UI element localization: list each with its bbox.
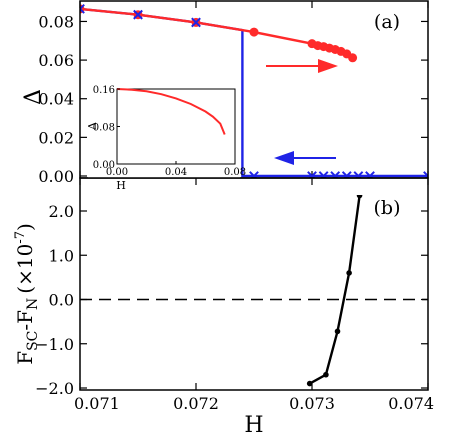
panel-b-label: (b) xyxy=(374,197,401,219)
inset-y-tick-label: 0.16 xyxy=(93,85,115,96)
x-tick-label: 0.072 xyxy=(173,394,219,413)
inset-x-tick-label: 0.00 xyxy=(106,167,128,178)
red-point xyxy=(348,53,358,63)
y-tick-label: 2.0 xyxy=(49,202,74,221)
inset-chart: 0.00 0.04 0.08 0.00 0.08 0.16 H Δ xyxy=(86,82,246,192)
x-axis-label: H xyxy=(244,413,263,438)
blue-x-marker xyxy=(330,171,341,178)
y-tick-label: 1.0 xyxy=(49,246,74,265)
blue-x-marker xyxy=(353,171,364,178)
blue-x-marker xyxy=(307,171,317,178)
y-tick-label: −1.0 xyxy=(35,335,74,354)
inset-x-axis-label: H xyxy=(116,179,126,192)
blue-x-marker xyxy=(365,171,375,178)
energy-point xyxy=(346,270,352,276)
energy-point xyxy=(356,195,363,199)
y-tick-label: 0.02 xyxy=(38,128,74,147)
panel-a-y-axis-label: Δ xyxy=(21,89,46,105)
blue-x-marker xyxy=(249,171,259,178)
blue-x-marker xyxy=(318,171,329,178)
energy-point xyxy=(323,371,329,378)
blue-x-marker xyxy=(191,17,201,28)
y-tick-label: −2.0 xyxy=(35,379,74,398)
y-tick-label: 0.04 xyxy=(38,90,74,109)
panel-b-frame xyxy=(79,177,429,391)
panel-a: 0.000.020.040.060.08 (a) Δ 0.00 0.04 0.080… xyxy=(21,0,429,192)
x-tick-label: 0.073 xyxy=(289,394,335,413)
panel-a-arrows xyxy=(266,59,338,165)
blue-x-marker xyxy=(423,171,428,178)
arrow-left-head xyxy=(274,151,294,165)
panel-a-label: (a) xyxy=(374,11,400,33)
panel-b: −2.0 −1.0 0.0 1.0 2.0 0.071 0.072 0.073 0.074 (b… xyxy=(13,177,434,438)
panel-a-series xyxy=(80,3,428,178)
blue-x-marker xyxy=(341,171,352,178)
blue-x-marker xyxy=(80,3,85,14)
y-tick-label: 0.06 xyxy=(38,51,74,70)
inset-x-tick-label: 0.04 xyxy=(165,167,187,178)
panel-b-y-axis-label: FSC-FN(×10-7) xyxy=(13,223,41,365)
inset-y-axis-label: Δ xyxy=(86,122,99,130)
x-tick-label: 0.074 xyxy=(388,394,434,413)
inset-curve xyxy=(116,88,226,135)
energy-point xyxy=(306,380,313,387)
panel-b-ticks: −2.0 −1.0 0.0 1.0 2.0 0.071 0.072 0.073 0.074 xyxy=(35,178,434,413)
y-tick-label: 0.00 xyxy=(38,167,74,186)
x-tick-label: 0.071 xyxy=(74,394,120,413)
inset-y-tick-label: 0.08 xyxy=(93,123,115,134)
red-point xyxy=(249,27,259,37)
panel-b-series xyxy=(306,195,363,387)
blue-x-marker xyxy=(133,9,143,20)
inset-background xyxy=(88,82,240,178)
inset-y-tick-label: 0.00 xyxy=(93,160,115,171)
panel-a-ticks: 0.00 0.02 0.04 0.06 0.08 xyxy=(38,1,429,186)
y-tick-label: 0.08 xyxy=(38,12,74,31)
series-line-red xyxy=(80,7,354,59)
y-tick-label: 0.0 xyxy=(49,291,74,310)
arrow-right-head xyxy=(318,59,338,73)
inset-x-tick-label: 0.08 xyxy=(224,167,246,178)
energy-point xyxy=(334,328,341,335)
energy-difference-line xyxy=(309,195,361,385)
